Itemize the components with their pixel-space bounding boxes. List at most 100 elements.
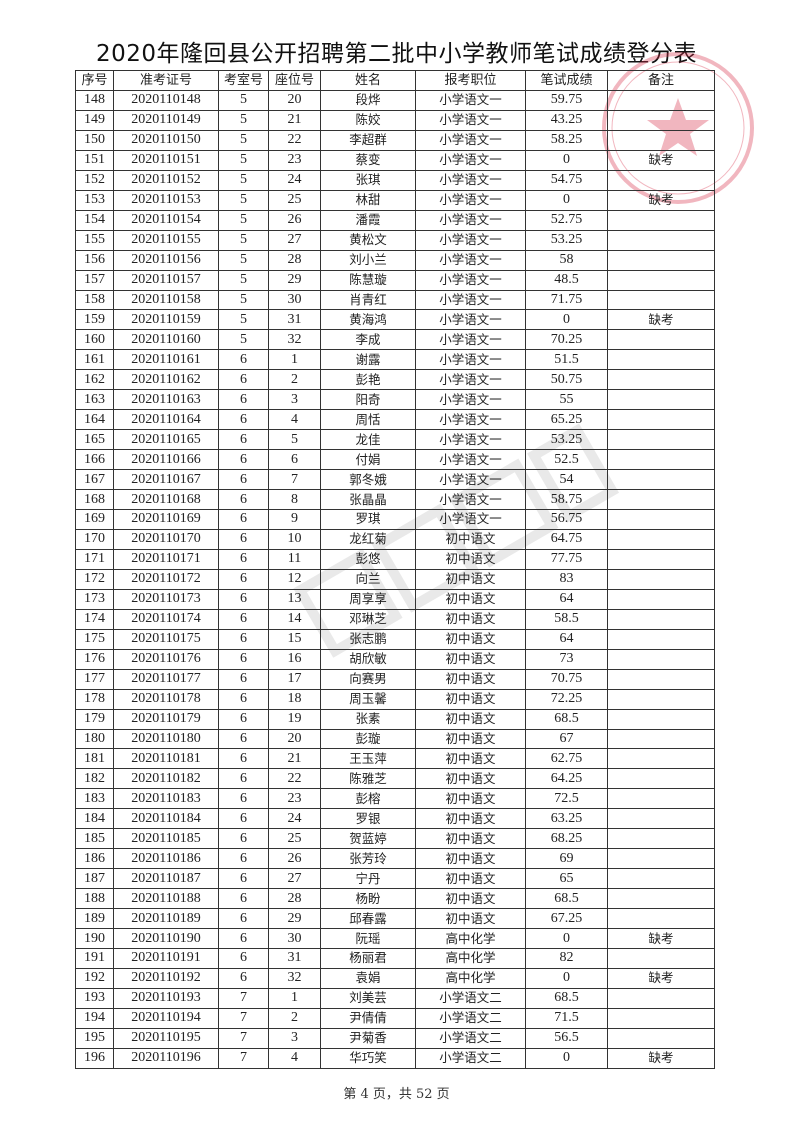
col-ticket-cell: 2020110174	[113, 608, 219, 630]
col-seat-cell: 20	[268, 90, 321, 111]
col-name-cell: 黄松文	[320, 229, 416, 251]
col-name-cell: 张芳玲	[320, 848, 416, 870]
col-seat-cell: 22	[268, 129, 321, 151]
col-score-cell: 64	[525, 588, 608, 610]
col-name-cell: 罗琪	[320, 509, 416, 530]
table-row: 188 2020110188 6 28 杨盼 初中语文 68.5	[75, 888, 715, 910]
col-remark-cell	[607, 688, 715, 710]
col-remark-cell	[607, 728, 715, 750]
col-name-cell: 郭冬娥	[320, 469, 416, 491]
col-ticket-cell: 2020110167	[113, 469, 219, 491]
col-room-cell: 6	[218, 967, 269, 989]
col-position-cell: 小学语文一	[415, 149, 526, 171]
col-seat-cell: 19	[268, 708, 321, 730]
col-position-cell: 初中语文	[415, 628, 526, 650]
col-seq-cell: 185	[75, 828, 114, 850]
col-ticket-cell: 2020110159	[113, 309, 219, 331]
col-seat-cell: 5	[268, 429, 321, 451]
col-remark-cell	[607, 808, 715, 830]
col-score-cell: 51.5	[525, 349, 608, 371]
col-room-cell: 5	[218, 169, 269, 191]
col-seat-cell: 27	[268, 868, 321, 890]
col-score-cell: 0	[525, 189, 608, 211]
col-ticket-cell: 2020110157	[113, 269, 219, 291]
col-seat-cell: 26	[268, 848, 321, 870]
table-row: 185 2020110185 6 25 贺蓝婷 初中语文 68.25	[75, 828, 715, 850]
col-remark-cell	[607, 947, 715, 969]
col-seat-cell: 1	[268, 987, 321, 1009]
col-remark-cell	[607, 129, 715, 151]
col-position-cell: 高中化学	[415, 967, 526, 989]
col-seat-cell: 32	[268, 967, 321, 989]
col-position-cell: 初中语文	[415, 868, 526, 890]
col-remark-cell	[607, 588, 715, 610]
col-seq-cell: 172	[75, 568, 114, 590]
col-seat-cell: 8	[268, 489, 321, 511]
col-room-cell: 6	[218, 828, 269, 850]
col-name-cell: 李成	[320, 329, 416, 351]
col-remark-cell	[607, 169, 715, 191]
col-name-cell: 张琪	[320, 169, 416, 191]
col-name-cell: 彭璇	[320, 728, 416, 750]
col-seat-cell: 11	[268, 548, 321, 570]
col-name-cell: 肖青红	[320, 289, 416, 311]
col-ticket-cell: 2020110193	[113, 987, 219, 1009]
col-remark-cell	[607, 548, 715, 570]
col-ticket-cell: 2020110166	[113, 449, 219, 471]
col-room-cell: 6	[218, 947, 269, 969]
col-room-cell: 5	[218, 309, 269, 331]
col-seat-cell: 9	[268, 509, 321, 530]
col-room-cell: 6	[218, 688, 269, 710]
col-ticket-cell: 2020110152	[113, 169, 219, 191]
col-ticket-cell: 2020110162	[113, 369, 219, 391]
col-score-cell: 56.75	[525, 509, 608, 530]
col-room-cell: 6	[218, 369, 269, 391]
col-seat-cell: 25	[268, 828, 321, 850]
col-position-cell: 初中语文	[415, 748, 526, 770]
col-seq-cell: 157	[75, 269, 114, 291]
col-room-cell: 7	[218, 987, 269, 1009]
table-row: 167 2020110167 6 7 郭冬娥 小学语文一 54	[75, 469, 715, 491]
table-row: 175 2020110175 6 15 张志鹏 初中语文 64	[75, 628, 715, 650]
col-room-cell: 6	[218, 349, 269, 371]
table-row: 186 2020110186 6 26 张芳玲 初中语文 69	[75, 848, 715, 870]
col-room-cell: 5	[218, 229, 269, 251]
col-name-cell: 黄海鸿	[320, 309, 416, 331]
col-ticket-cell: 2020110168	[113, 489, 219, 511]
col-ticket-cell: 2020110186	[113, 848, 219, 870]
col-name-cell: 张素	[320, 708, 416, 730]
col-remark-cell	[607, 109, 715, 131]
col-position-cell: 小学语文二	[415, 987, 526, 1009]
col-remark-cell: 缺考	[607, 1047, 715, 1069]
col-seq-cell: 177	[75, 668, 114, 690]
col-room-cell: 6	[218, 389, 269, 411]
col-seq-cell: 190	[75, 928, 114, 949]
col-seq-cell: 159	[75, 309, 114, 331]
col-score-cell: 72.5	[525, 788, 608, 810]
col-name-cell: 邓琳芝	[320, 608, 416, 630]
table-row: 189 2020110189 6 29 邱春露 初中语文 67.25	[75, 908, 715, 930]
table-row: 180 2020110180 6 20 彭璇 初中语文 67	[75, 728, 715, 750]
col-seq-cell: 194	[75, 1007, 114, 1029]
col-remark-cell	[607, 768, 715, 790]
table-row: 156 2020110156 5 28 刘小兰 小学语文一 58	[75, 249, 715, 271]
header-col-remark: 备注	[607, 70, 715, 91]
table-row: 182 2020110182 6 22 陈雅芝 初中语文 64.25	[75, 768, 715, 790]
col-room-cell: 7	[218, 1047, 269, 1069]
col-score-cell: 69	[525, 848, 608, 870]
header-col-seat: 座位号	[268, 70, 321, 91]
col-ticket-cell: 2020110154	[113, 209, 219, 231]
header-col-position: 报考职位	[415, 70, 526, 91]
col-seat-cell: 4	[268, 409, 321, 431]
col-score-cell: 70.75	[525, 668, 608, 690]
col-seq-cell: 169	[75, 509, 114, 530]
col-position-cell: 小学语文一	[415, 109, 526, 131]
col-score-cell: 52.75	[525, 209, 608, 231]
col-position-cell: 初中语文	[415, 808, 526, 830]
col-ticket-cell: 2020110188	[113, 888, 219, 910]
table-row: 196 2020110196 7 4 华巧笑 小学语文二 0 缺考	[75, 1047, 715, 1069]
col-seq-cell: 156	[75, 249, 114, 271]
col-seq-cell: 173	[75, 588, 114, 610]
col-position-cell: 初中语文	[415, 548, 526, 570]
col-ticket-cell: 2020110196	[113, 1047, 219, 1069]
